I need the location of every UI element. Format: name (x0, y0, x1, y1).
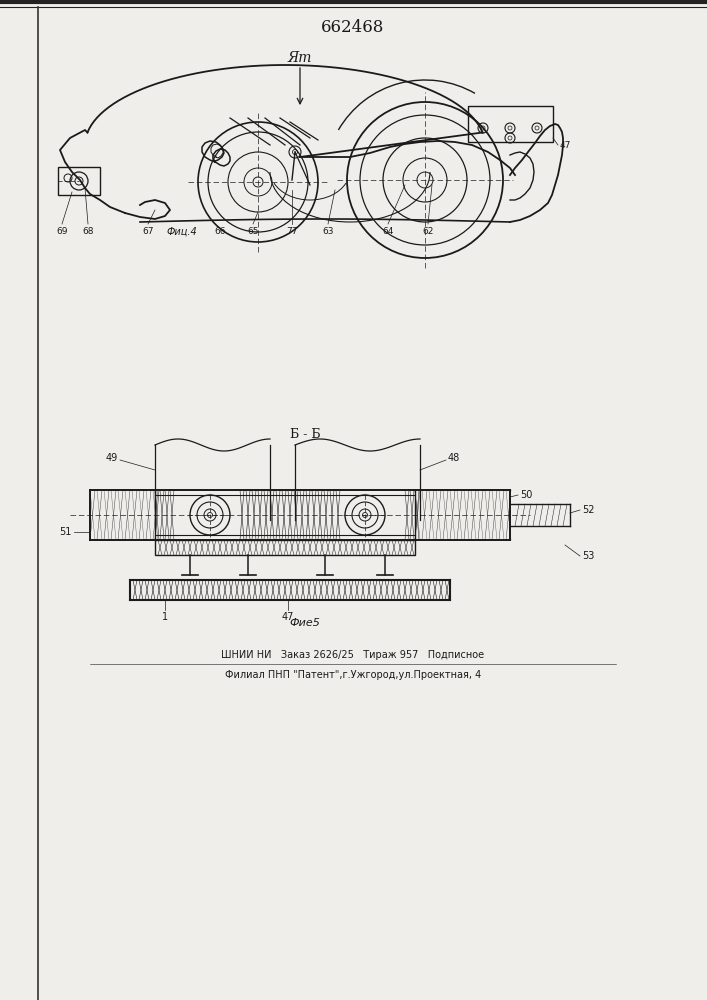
Text: 53: 53 (582, 551, 595, 561)
Text: 68: 68 (82, 227, 94, 236)
Text: 662468: 662468 (321, 18, 385, 35)
Bar (468, 106, 553, 142)
Text: 77: 77 (286, 227, 298, 236)
Text: 67: 67 (142, 227, 153, 236)
Text: Фие5: Фие5 (290, 618, 320, 628)
Text: 47: 47 (560, 140, 571, 149)
Text: 69: 69 (57, 227, 68, 236)
Bar (155, 540, 415, 555)
Text: 63: 63 (322, 227, 334, 236)
Text: 1: 1 (162, 612, 168, 622)
Text: Б - Б: Б - Б (290, 428, 320, 442)
Text: 47: 47 (282, 612, 294, 622)
Text: 66: 66 (214, 227, 226, 236)
Text: 64: 64 (382, 227, 394, 236)
Text: 49: 49 (106, 453, 118, 463)
Text: 48: 48 (448, 453, 460, 463)
Text: Ят: Ят (288, 51, 312, 65)
Bar (130, 580, 450, 600)
Text: Фиц.4: Фиц.4 (167, 227, 197, 237)
Text: 50: 50 (520, 490, 532, 500)
Text: 65: 65 (247, 227, 259, 236)
Text: 62: 62 (422, 227, 433, 236)
Text: 52: 52 (582, 505, 595, 515)
Text: 51: 51 (59, 527, 72, 537)
Text: Филиал ПНП "Патент",г.Ужгород,ул.Проектная, 4: Филиал ПНП "Патент",г.Ужгород,ул.Проектн… (225, 670, 481, 680)
Bar (58, 167, 100, 195)
Text: ШНИИ НИ   Заказ 2626/25   Тираж 957   Подписное: ШНИИ НИ Заказ 2626/25 Тираж 957 Подписно… (221, 650, 484, 660)
